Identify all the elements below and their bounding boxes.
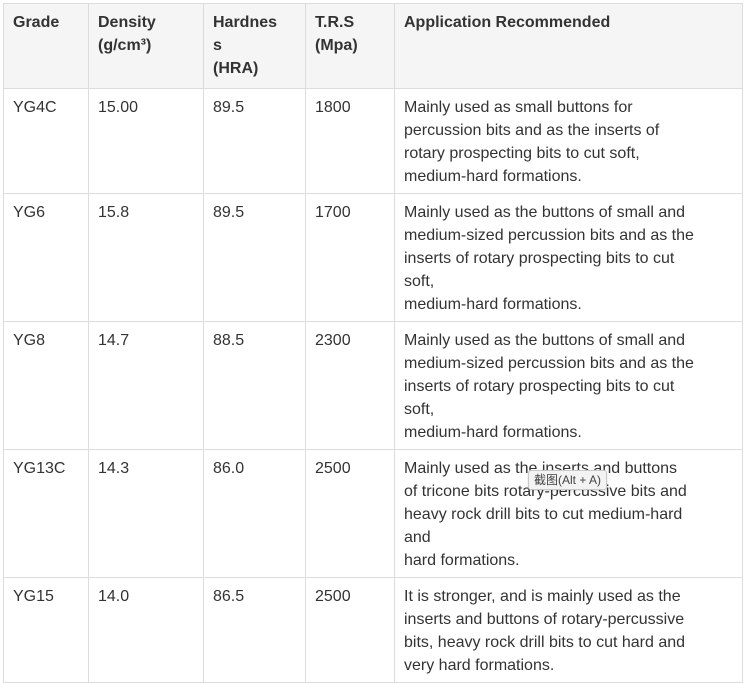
application-cell: Mainly used as the buttons of small and …	[394, 321, 743, 450]
application-cell: Mainly used as the inserts and buttons o…	[394, 449, 743, 578]
density-cell: 15.8	[88, 193, 204, 322]
table-row: YG4C 15.00 89.5 1800 Mainly used as smal…	[3, 88, 743, 194]
grade-cell: YG13C	[3, 449, 89, 578]
grade-cell: YG4C	[3, 88, 89, 194]
hardness-cell: 89.5	[203, 88, 306, 194]
table-row: YG6 15.8 89.5 1700 Mainly used as the bu…	[3, 193, 743, 322]
trs-cell: 1700	[305, 193, 395, 322]
trs-cell: 2500	[305, 577, 395, 683]
trs-cell: 1800	[305, 88, 395, 194]
hardness-cell: 89.5	[203, 193, 306, 322]
grade-cell: YG8	[3, 321, 89, 450]
table-row: YG13C 14.3 86.0 2500 Mainly used as the …	[3, 449, 743, 578]
table-row: YG8 14.7 88.5 2300 Mainly used as the bu…	[3, 321, 743, 450]
hardness-cell: 86.0	[203, 449, 306, 578]
density-cell: 14.7	[88, 321, 204, 450]
application-cell: Mainly used as the buttons of small and …	[394, 193, 743, 322]
density-cell: 15.00	[88, 88, 204, 194]
trs-cell: 2500	[305, 449, 395, 578]
grade-cell: YG6	[3, 193, 89, 322]
grade-table: Grade Density (g/cm³) Hardnes s (HRA) T.…	[3, 3, 743, 683]
header-grade: Grade	[3, 3, 89, 89]
application-cell: Mainly used as small buttons for percuss…	[394, 88, 743, 194]
hardness-cell: 88.5	[203, 321, 306, 450]
header-application: Application Recommended	[394, 3, 743, 89]
table-row: YG15 14.0 86.5 2500 It is stronger, and …	[3, 577, 743, 683]
hardness-cell: 86.5	[203, 577, 306, 683]
trs-cell: 2300	[305, 321, 395, 450]
header-trs: T.R.S (Mpa)	[305, 3, 395, 89]
density-cell: 14.0	[88, 577, 204, 683]
header-hardness: Hardnes s (HRA)	[203, 3, 306, 89]
application-cell: It is stronger, and is mainly used as th…	[394, 577, 743, 683]
screenshot-tooltip: 截图(Alt + A)	[528, 470, 608, 490]
header-density: Density (g/cm³)	[88, 3, 204, 89]
header-row: Grade Density (g/cm³) Hardnes s (HRA) T.…	[3, 3, 743, 89]
density-cell: 14.3	[88, 449, 204, 578]
grade-cell: YG15	[3, 577, 89, 683]
